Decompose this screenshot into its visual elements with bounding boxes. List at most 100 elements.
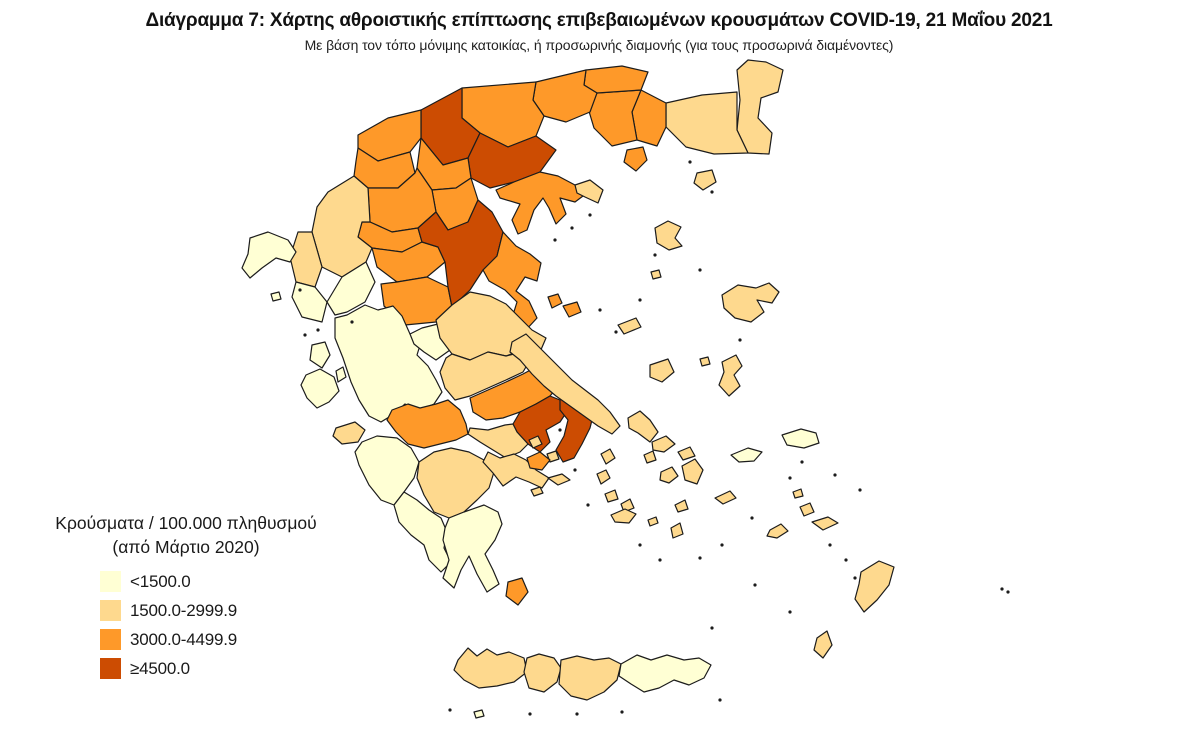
header: Διάγραμμα 7: Χάρτης αθροιστικής επίπτωση… [0, 10, 1198, 53]
region-limnos [654, 220, 683, 251]
legend-items: <1500.0 1500.0-2999.9 3000.0-4499.9 ≥4500.0 [100, 571, 348, 680]
region-lasithi [618, 654, 712, 693]
islet-speck [638, 543, 642, 547]
islet-speck [788, 610, 792, 614]
islet-speck [350, 320, 354, 324]
legend-title-line1: Κρούσματα / 100.000 πληθυσμού [55, 513, 317, 533]
region-kythira [505, 577, 529, 606]
region-samothraki [693, 169, 717, 191]
islet-speck [1006, 590, 1010, 594]
islet-speck [750, 516, 754, 520]
region-aetolia_akarnania [334, 304, 443, 423]
region-leros [792, 488, 804, 499]
region-drama [583, 65, 649, 94]
region-psara [699, 356, 711, 367]
legend-title-line2: (από Μάρτιο 2020) [112, 536, 260, 557]
region-mykonos [677, 446, 696, 461]
islet-speck [753, 583, 757, 587]
islet-speck [586, 503, 590, 507]
region-kalymnos [799, 502, 815, 517]
legend-swatch [100, 600, 121, 622]
legend-label: ≥4500.0 [130, 658, 190, 678]
region-lesvos [721, 282, 780, 323]
region-rodos [854, 560, 895, 613]
region-evvoia [509, 333, 621, 435]
region-salamina [528, 435, 543, 449]
legend-swatch [100, 571, 121, 593]
legend: Κρούσματα / 100.000 πληθυσμού (από Μάρτι… [24, 512, 348, 687]
region-rodopi [665, 91, 749, 155]
islet-speck [688, 160, 692, 164]
region-agios_efstratios [650, 269, 662, 280]
region-amorgos [714, 490, 737, 505]
region-milos [610, 508, 637, 524]
islet-speck [738, 338, 742, 342]
islet-speck [720, 543, 724, 547]
region-rethymno [523, 653, 562, 693]
islet-speck [558, 428, 562, 432]
islet-speck [553, 238, 557, 242]
legend-item: ≥4500.0 [100, 658, 348, 680]
region-tinos [651, 435, 676, 453]
islet-speck [298, 288, 302, 292]
region-syros [643, 450, 657, 464]
islet-speck [658, 558, 662, 562]
region-thasos [623, 146, 648, 172]
region-argolida [482, 451, 550, 489]
region-astypalaia [766, 523, 789, 539]
islet-speck [598, 308, 602, 312]
region-serifos [604, 489, 619, 503]
region-ios [674, 499, 689, 513]
region-alonnisos [617, 317, 642, 335]
region-paros [659, 466, 679, 484]
islet-speck [575, 712, 579, 716]
region-zakynthos [332, 421, 366, 445]
region-lefkada [309, 341, 331, 369]
region-kythnos [596, 469, 611, 485]
legend-swatch [100, 629, 121, 651]
region-paxoi [270, 291, 282, 302]
region-skiathos [547, 293, 563, 309]
legend-title: Κρούσματα / 100.000 πληθυσμού (από Μάρτι… [24, 512, 348, 559]
islet-speck [698, 556, 702, 560]
region-arta [326, 261, 376, 316]
region-fokida [439, 351, 531, 401]
legend-item: <1500.0 [100, 571, 348, 593]
legend-label: 1500.0-2999.9 [130, 600, 238, 620]
region-skopelos [562, 301, 582, 318]
islet-speck [828, 543, 832, 547]
page-title: Διάγραμμα 7: Χάρτης αθροιστικής επίπτωση… [145, 10, 1053, 31]
region-irakleio [558, 655, 622, 701]
legend-item: 3000.0-4499.9 [100, 629, 348, 651]
islet-speck [844, 558, 848, 562]
region-kavala [587, 89, 642, 147]
region-kos [811, 516, 839, 531]
region-athos [574, 179, 604, 204]
region-chania [453, 647, 528, 689]
region-andros [627, 410, 659, 443]
islet-speck [588, 213, 592, 217]
region-kea [600, 448, 616, 465]
region-kefalonia [300, 368, 340, 409]
page-subtitle: Με βάση τον τόπο μόνιμης κατοικίας, ή πρ… [304, 37, 894, 53]
region-ithaki [335, 366, 347, 383]
islet-speck [620, 710, 624, 714]
region-samos [781, 428, 820, 449]
region-gavdos [473, 709, 485, 719]
islet-speck [833, 473, 837, 477]
region-florina [357, 109, 422, 162]
islet-speck [853, 576, 857, 580]
islet-speck [710, 190, 714, 194]
region-preveza [291, 281, 328, 323]
region-magnisia [482, 231, 542, 332]
region-troizinia [526, 451, 551, 471]
region-santorini [670, 522, 684, 539]
islet-speck [710, 626, 714, 630]
region-skyros [649, 358, 675, 383]
islet-speck [528, 712, 532, 716]
legend-item: 1500.0-2999.9 [100, 600, 348, 622]
region-arkadia [416, 447, 495, 519]
region-korinthia [467, 423, 529, 459]
islet-speck [788, 476, 792, 480]
